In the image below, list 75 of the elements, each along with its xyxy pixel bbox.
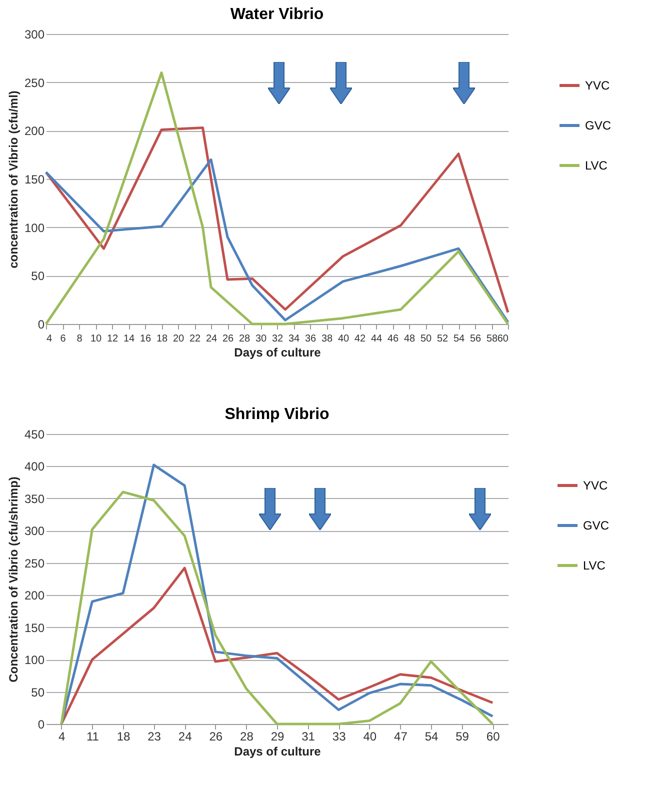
y-tick-label: 450	[24, 428, 45, 442]
x-tick-label: 54	[424, 730, 438, 744]
x-tick-label: 28	[238, 334, 250, 344]
x-tick-label: 40	[363, 730, 377, 744]
x-tick-label: 59	[456, 730, 470, 744]
y-tick-label: 400	[24, 460, 45, 474]
x-tick-label: 20	[172, 334, 184, 344]
x-tick-label: 8	[76, 334, 83, 344]
x-tick-label: 48	[404, 334, 416, 344]
x-tick-label: 42	[354, 334, 366, 344]
y-tick-label: 200	[24, 588, 45, 603]
line-series	[60, 566, 494, 726]
y-tick-label: 200	[24, 124, 45, 138]
x-tick-label: 44	[370, 334, 382, 344]
x-tick-label: 58	[486, 334, 498, 344]
line-series	[44, 126, 510, 314]
legend-label: LVC	[583, 558, 606, 572]
legend-label: YVC	[585, 78, 610, 92]
y-tick-label: 150	[24, 620, 45, 635]
x-tick-label: 23	[148, 730, 162, 744]
x-tick-label: 56	[470, 334, 482, 344]
x-tick-label: 18	[156, 334, 168, 344]
x-tick-label: 11	[86, 730, 100, 744]
y-tick-label: 300	[24, 524, 45, 538]
x-tick-label: 12	[106, 334, 118, 344]
x-tick-label: 30	[255, 334, 267, 344]
x-tick-label: 34	[288, 334, 300, 344]
x-tick-label: 16	[140, 334, 152, 344]
x-tick-label: 38	[321, 334, 333, 344]
x-tick-label: 14	[123, 334, 135, 344]
y-axis-title: concentration of Vibrio (cfu/ml)	[6, 90, 20, 268]
x-tick-label: 33	[332, 730, 346, 744]
x-tick-label: 26	[209, 730, 223, 744]
x-tick-label: 31	[302, 730, 316, 744]
x-tick-label: 32	[272, 334, 284, 344]
x-tick-label: 4	[58, 730, 66, 744]
x-tick-label: 28	[240, 730, 254, 744]
y-tick-label: 300	[24, 28, 45, 42]
y-tick-label: 0	[38, 718, 45, 732]
x-axis-title: Days of culture	[234, 744, 322, 758]
chart-title: Water Vibrio	[230, 6, 324, 23]
x-tick-label: 26	[222, 334, 234, 344]
y-tick-label: 350	[24, 492, 45, 506]
y-tick-label: 50	[31, 269, 45, 284]
x-tick-label: 24	[206, 334, 218, 344]
y-tick-label: 100	[24, 220, 45, 235]
legend-label: GVC	[583, 518, 610, 532]
x-tick-label: 46	[387, 334, 399, 344]
legend-label: YVC	[583, 478, 608, 492]
x-tick-label: 60	[497, 334, 509, 344]
y-tick-label: 100	[24, 653, 45, 668]
y-axis-title: Concentration of Vibrio (cfu/shrimp)	[6, 476, 20, 682]
x-tick-label: 29	[270, 730, 284, 744]
chart-title: Shrimp Vibrio	[224, 406, 330, 423]
x-axis-title: Days of culture	[234, 346, 322, 360]
y-tick-label: 50	[31, 685, 45, 700]
x-tick-label: 10	[90, 334, 102, 344]
legend-label: LVC	[585, 158, 608, 172]
y-tick-label: 150	[24, 172, 45, 186]
x-tick-label: 6	[60, 334, 66, 344]
x-tick-label: 52	[436, 334, 448, 344]
y-tick-label: 250	[24, 76, 45, 90]
x-tick-label: 54	[453, 334, 465, 344]
y-tick-label: 0	[38, 318, 45, 332]
x-tick-label: 40	[338, 334, 350, 344]
x-tick-label: 4	[46, 334, 52, 344]
x-tick-label: 60	[486, 730, 500, 744]
legend-label: GVC	[585, 118, 612, 132]
y-tick-label: 250	[24, 556, 45, 570]
x-tick-label: 47	[394, 730, 408, 744]
x-tick-label: 36	[304, 334, 316, 344]
x-tick-label: 50	[420, 334, 432, 344]
x-tick-label: 22	[189, 334, 201, 344]
x-tick-label: 18	[116, 730, 130, 744]
x-tick-label: 24	[178, 730, 192, 744]
